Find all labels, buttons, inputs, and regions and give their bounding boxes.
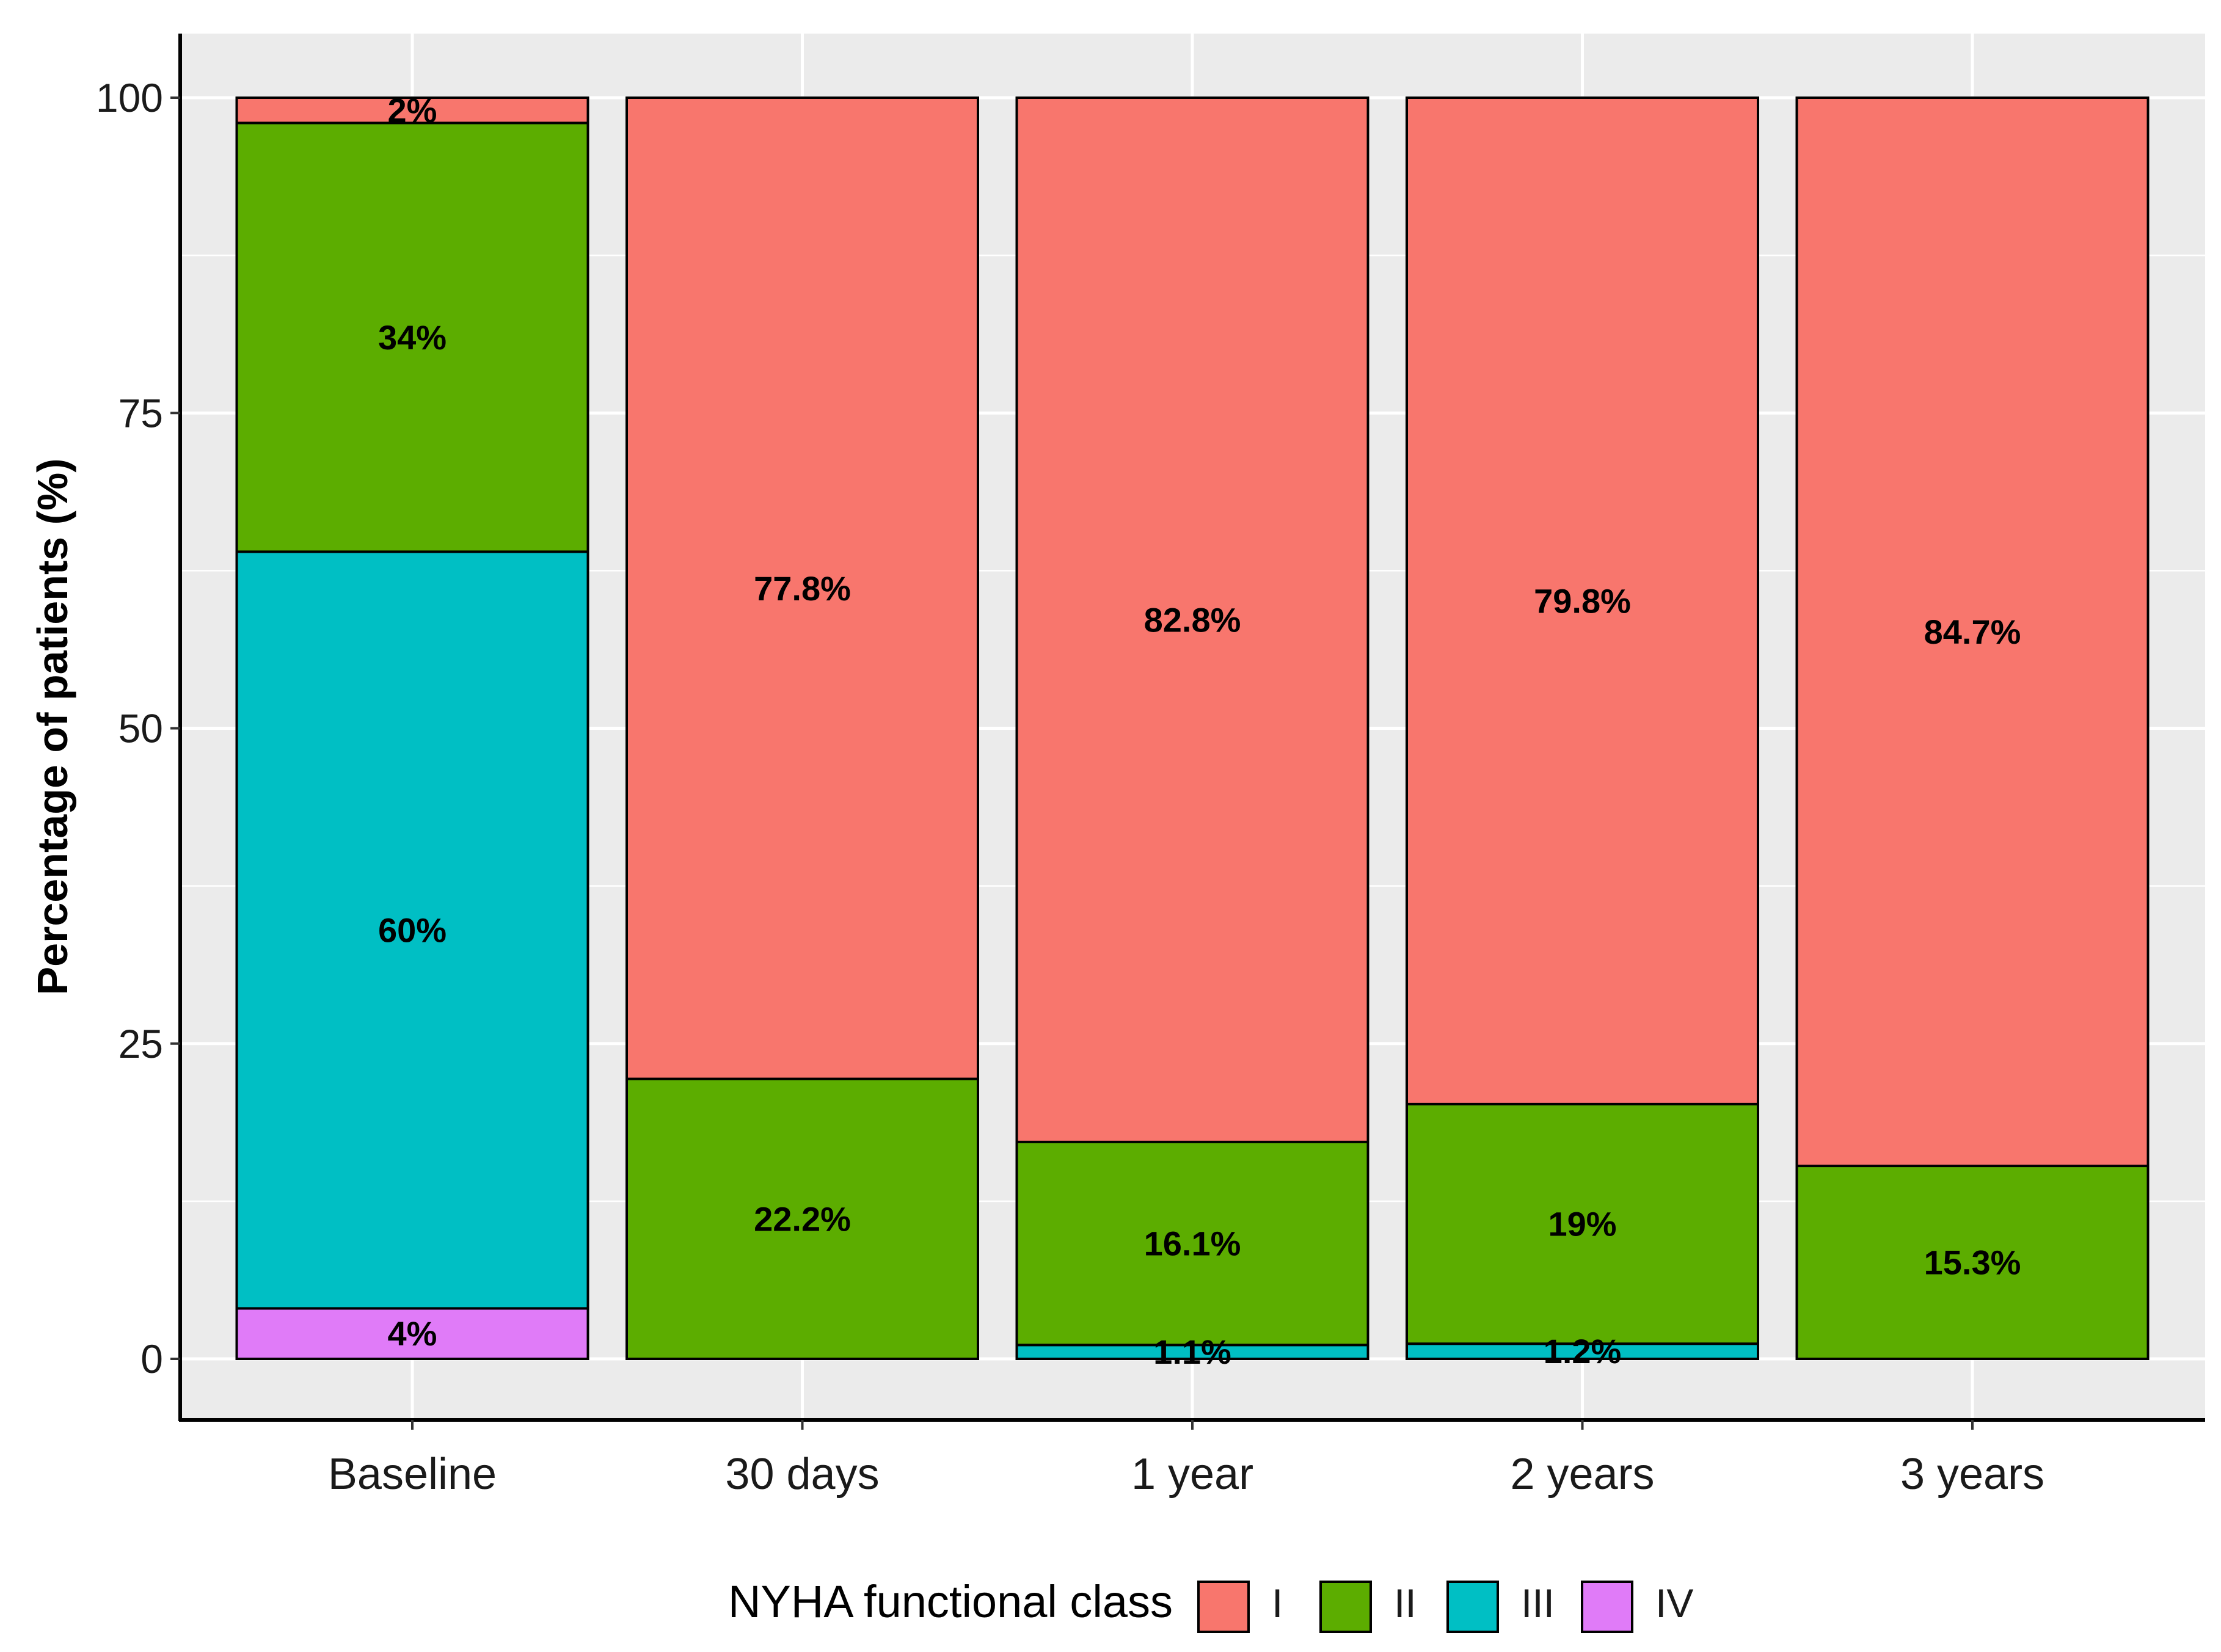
data-label: 79.8% (1534, 581, 1631, 620)
bar-segment-i-2 (625, 96, 979, 1080)
bar-segment-ii-5 (1795, 1165, 2150, 1361)
legend-label-ii: II (1394, 1581, 1417, 1626)
x-tick-label: 1 year (1131, 1450, 1253, 1499)
bar-segment-i-5 (1795, 96, 2150, 1168)
bar-segment-ii-4 (1406, 1102, 1759, 1345)
data-label: 84.7% (1924, 613, 2021, 651)
legend-label-iv: IV (1655, 1581, 1693, 1626)
y-tick-label: 100 (96, 75, 163, 120)
y-tick-label: 75 (119, 390, 163, 435)
bar-segment-i-4 (1406, 96, 1759, 1105)
data-label: 19% (1548, 1205, 1616, 1243)
legend-key-ii (1319, 1581, 1372, 1633)
legend-key-i (1197, 1581, 1250, 1633)
data-label: 60% (378, 911, 447, 949)
data-label: 77.8% (754, 569, 851, 608)
data-label: 4% (388, 1314, 437, 1353)
y-tick-label: 25 (119, 1021, 163, 1066)
data-label: 2% (388, 91, 437, 129)
legend-title: NYHA functional class (728, 1576, 1173, 1627)
bar-segment-iii-1 (235, 550, 589, 1310)
bars (235, 96, 2150, 1361)
data-label: 34% (378, 318, 447, 357)
bar-segment-ii-3 (1015, 1140, 1369, 1347)
x-tick-label: 30 days (725, 1450, 879, 1499)
data-label: 16.1% (1144, 1224, 1241, 1263)
legend-label-i: I (1272, 1581, 1283, 1626)
bar-segment-iii-4 (1406, 1342, 1759, 1360)
x-tick-label: 3 years (1900, 1450, 2044, 1499)
bar-segment-i-1 (235, 96, 589, 125)
data-label: 22.2% (754, 1199, 851, 1238)
x-tick-label: Baseline (328, 1450, 497, 1499)
bar-segment-ii-2 (625, 1077, 979, 1360)
legend-key-iv (1581, 1581, 1633, 1633)
bar-segment-iv-1 (235, 1307, 589, 1360)
legend-label-iii: III (1521, 1581, 1555, 1626)
data-label: 15.3% (1924, 1243, 2021, 1282)
legend-key-iii (1446, 1581, 1499, 1633)
data-labels: 4% 60% 34% 2% 22.2% 77.8% 1.1% 16.1% 82.8% 1.2% 19… (378, 91, 2021, 1371)
x-axis-ticks: Baseline 30 days 1 year 2 years 3 years (328, 1420, 2044, 1499)
y-tick-label: 50 (119, 706, 163, 751)
data-label: 82.8% (1144, 600, 1241, 639)
y-axis-ticks: 0 25 50 75 100 (96, 75, 180, 1381)
y-axis-title: Percentage of patients (%) (29, 458, 76, 995)
y-tick-label: 0 (140, 1336, 163, 1381)
data-label: 1.2% (1544, 1332, 1622, 1370)
legend: NYHA functional class I II III IV (728, 1576, 1693, 1633)
bar-segment-ii-1 (235, 122, 589, 553)
bar-segment-i-3 (1015, 96, 1369, 1143)
data-label: 1.1% (1153, 1333, 1231, 1371)
x-tick-label: 2 years (1510, 1450, 1654, 1499)
